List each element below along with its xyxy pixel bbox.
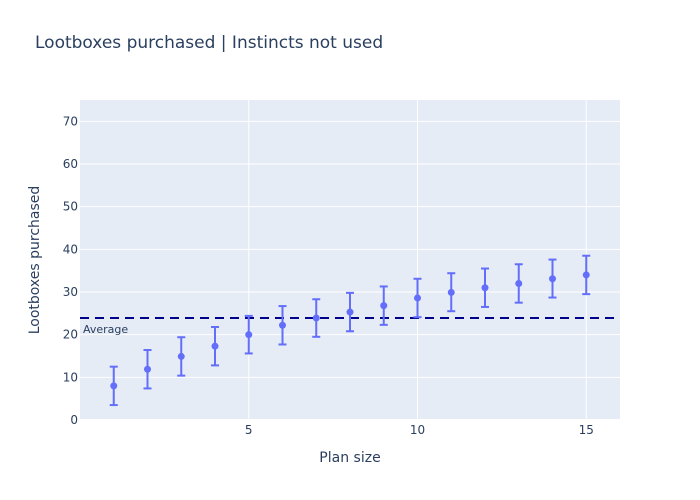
- y-tick-label: 70: [63, 114, 78, 128]
- y-tick-label: 0: [70, 413, 78, 427]
- data-point: [380, 302, 388, 310]
- average-label: Average: [83, 323, 128, 336]
- data-point: [549, 275, 556, 283]
- data-point: [346, 308, 354, 316]
- y-tick-label: 30: [63, 285, 78, 299]
- data-point: [312, 314, 320, 322]
- data-point: [245, 331, 253, 339]
- data-point: [279, 321, 286, 329]
- data-point: [582, 271, 590, 279]
- data-point: [110, 382, 118, 390]
- y-tick-label: 40: [63, 242, 78, 256]
- x-tick-label: 10: [410, 423, 425, 437]
- y-tick-label: 10: [63, 370, 78, 384]
- data-point: [211, 342, 219, 350]
- plot-area: [80, 100, 620, 420]
- data-point: [144, 365, 151, 373]
- chart-title: Lootboxes purchased | Instincts not used: [35, 33, 384, 53]
- y-tick-label: 20: [63, 328, 78, 342]
- y-axis-title: Lootboxes purchased: [27, 186, 43, 335]
- data-point: [481, 284, 489, 292]
- y-tick-label: 60: [63, 157, 78, 171]
- data-point: [414, 294, 421, 302]
- y-tick-label: 50: [63, 200, 78, 214]
- x-tick-label: 5: [245, 423, 253, 437]
- data-point: [515, 279, 523, 287]
- x-axis-title: Plan size: [319, 450, 380, 466]
- data-point: [447, 288, 455, 296]
- x-tick-label: 15: [579, 423, 594, 437]
- data-point: [177, 352, 185, 360]
